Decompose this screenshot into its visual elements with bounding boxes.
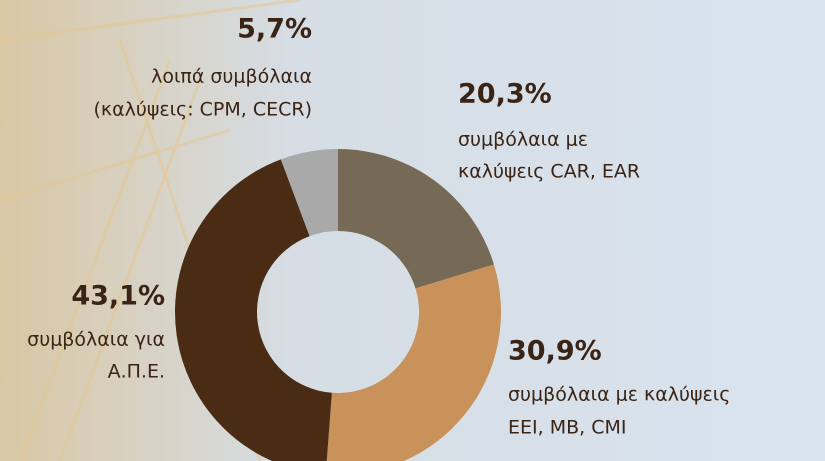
- donut-slice: [326, 264, 501, 461]
- category-label: λοιπά συμβόλαια: [151, 66, 312, 88]
- donut-slice: [280, 149, 338, 237]
- value-label: 20,3%: [458, 79, 552, 110]
- category-label: Α.Π.Ε.: [108, 361, 165, 383]
- category-label: συμβόλαια με: [458, 129, 588, 151]
- donut-slice: [338, 149, 494, 289]
- category-label: συμβόλαια με καλύψεις: [508, 384, 730, 406]
- value-label: 30,9%: [508, 336, 602, 367]
- category-label: (καλύψεις: CPM, CECR): [93, 99, 312, 121]
- donut-slice: [175, 159, 332, 461]
- category-label: συμβόλαια για: [27, 329, 165, 351]
- category-label: καλύψεις CAR, EAR: [458, 161, 640, 183]
- value-label: 5,7%: [237, 14, 312, 45]
- value-label: 43,1%: [71, 281, 165, 312]
- crane-decoration: [0, 0, 301, 461]
- category-label: EEI, MB, CMI: [508, 417, 626, 439]
